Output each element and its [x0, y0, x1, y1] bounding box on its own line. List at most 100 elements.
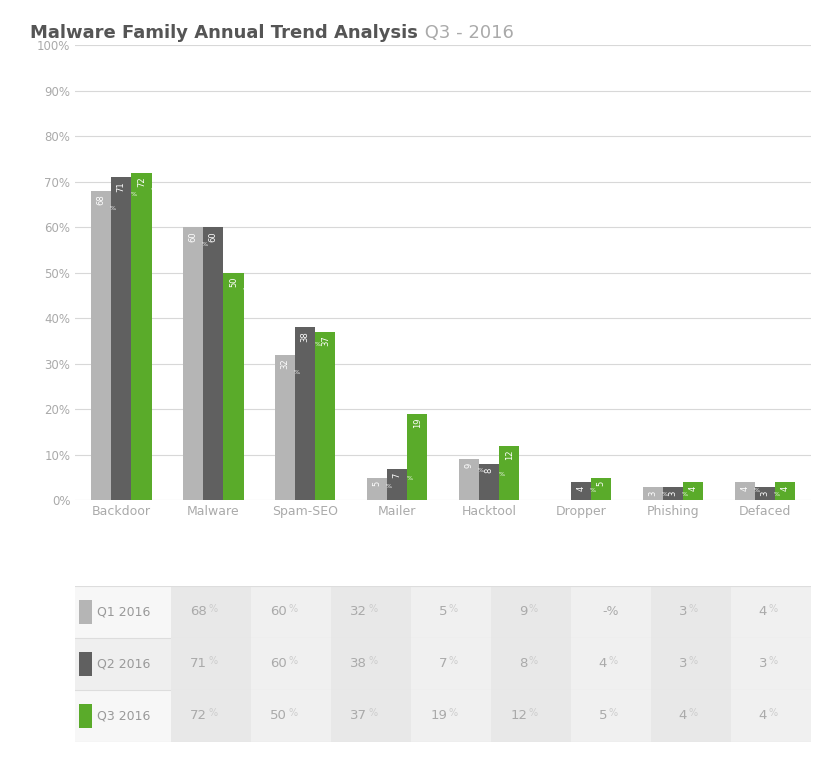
Text: %: %	[110, 206, 116, 211]
Text: 4: 4	[577, 486, 585, 491]
Bar	[223, 273, 243, 500]
Bar	[275, 355, 295, 500]
Text: 12: 12	[510, 709, 528, 722]
Text: %: %	[209, 604, 218, 614]
Text: %: %	[518, 456, 524, 461]
Text: 71: 71	[191, 657, 207, 671]
Text: %: %	[369, 604, 378, 614]
Text: -%: -%	[603, 606, 619, 618]
Text: 4: 4	[759, 606, 767, 618]
Bar	[491, 638, 571, 690]
Text: 4: 4	[599, 657, 607, 671]
Text: %: %	[754, 488, 760, 493]
Bar	[295, 328, 315, 500]
Text: 68: 68	[191, 606, 207, 618]
Text: 5: 5	[597, 481, 606, 487]
Text: %: %	[689, 709, 698, 718]
Text: 4: 4	[759, 709, 767, 722]
Text: %: %	[528, 604, 538, 614]
Text: 8: 8	[485, 468, 493, 473]
Text: 9: 9	[464, 463, 473, 469]
Text: %: %	[794, 488, 800, 493]
Text: %: %	[334, 347, 340, 352]
Bar	[331, 586, 411, 638]
Bar	[591, 478, 611, 500]
Text: %: %	[209, 709, 218, 718]
Bar	[75, 690, 811, 742]
Text: 4: 4	[740, 486, 749, 491]
Text: %: %	[449, 709, 458, 718]
Bar	[75, 586, 811, 638]
Bar	[651, 690, 731, 742]
Bar	[411, 638, 491, 690]
Text: %: %	[609, 656, 618, 666]
Text: 4: 4	[679, 709, 687, 722]
Text: 5: 5	[439, 606, 447, 618]
Text: %: %	[774, 492, 780, 497]
Text: 3: 3	[759, 657, 767, 671]
Bar	[571, 638, 651, 690]
Text: 71: 71	[117, 181, 125, 192]
Text: %: %	[406, 476, 412, 481]
Bar	[411, 690, 491, 742]
Bar	[79, 653, 92, 675]
Text: %: %	[702, 488, 708, 493]
Bar	[203, 227, 223, 500]
Text: %: %	[314, 342, 320, 347]
Text: %: %	[294, 369, 300, 375]
Bar	[683, 482, 703, 500]
Text: %: %	[528, 709, 538, 718]
Bar	[183, 227, 203, 500]
Text: %: %	[689, 604, 698, 614]
Bar	[479, 464, 499, 500]
Text: 7: 7	[439, 657, 447, 671]
Text: 38: 38	[301, 331, 309, 342]
Bar	[731, 586, 811, 638]
Text: 37: 37	[350, 709, 367, 722]
Text: 7: 7	[393, 472, 401, 478]
Text: %: %	[130, 192, 136, 198]
Text: %: %	[662, 492, 668, 497]
Text: 37: 37	[321, 335, 330, 347]
Text: Q1 2016: Q1 2016	[97, 606, 150, 618]
Text: 19: 19	[431, 709, 447, 722]
Bar	[367, 478, 387, 500]
Text: %: %	[202, 242, 208, 248]
Bar	[171, 586, 251, 638]
Text: %: %	[610, 484, 616, 489]
Bar	[491, 690, 571, 742]
Text: %: %	[150, 188, 156, 193]
Bar	[171, 690, 251, 742]
Text: %: %	[498, 472, 504, 477]
Text: 8: 8	[519, 657, 528, 671]
Text: 3: 3	[648, 491, 657, 496]
Text: %: %	[528, 656, 538, 666]
Bar	[643, 487, 663, 500]
Bar	[251, 586, 331, 638]
Text: %: %	[222, 242, 228, 248]
Bar	[499, 446, 519, 500]
Text: 32: 32	[280, 358, 289, 369]
Text: 3: 3	[679, 606, 687, 618]
Bar	[775, 482, 795, 500]
Text: 72: 72	[191, 709, 207, 722]
Text: %: %	[682, 492, 688, 497]
Text: 12: 12	[505, 450, 514, 460]
Bar	[251, 690, 331, 742]
Text: 3: 3	[679, 657, 687, 671]
Text: %: %	[242, 288, 248, 293]
Text: 3: 3	[761, 491, 769, 496]
Bar	[131, 173, 151, 500]
Text: 4: 4	[781, 486, 790, 491]
Bar	[663, 487, 683, 500]
Text: Q3 2016: Q3 2016	[97, 709, 150, 722]
Bar	[79, 704, 92, 727]
Text: %: %	[478, 468, 484, 473]
Text: %: %	[590, 488, 596, 493]
Text: %: %	[769, 709, 777, 718]
Text: 60: 60	[209, 231, 217, 241]
Text: 60: 60	[188, 231, 197, 241]
Text: 50: 50	[270, 709, 288, 722]
Text: 72: 72	[137, 176, 146, 187]
Bar	[755, 487, 775, 500]
